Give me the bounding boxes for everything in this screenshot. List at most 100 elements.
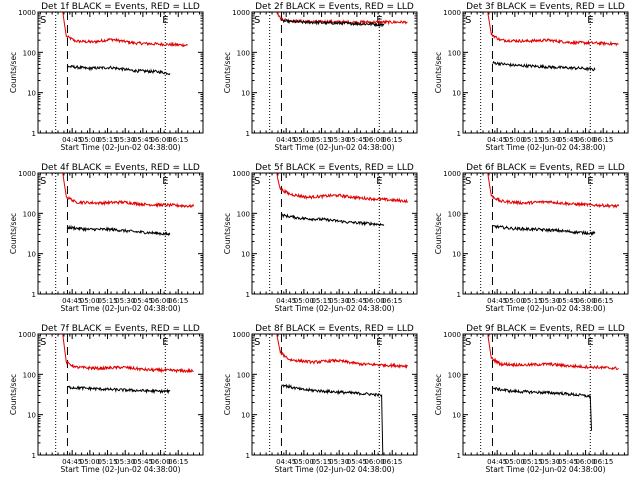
y-tick-label: 100 bbox=[237, 210, 250, 218]
lld-rate-line bbox=[62, 11, 188, 48]
event-rate-line bbox=[281, 18, 385, 28]
x-tick-label: 04:45 bbox=[276, 458, 296, 466]
y-axis-label: Counts/sec bbox=[9, 213, 18, 254]
y-tick-label: 1000 bbox=[443, 331, 461, 339]
x-tick-label: 05:30 bbox=[329, 136, 349, 144]
y-tick-label: 100 bbox=[237, 49, 250, 57]
x-tick-label: 05:45 bbox=[558, 136, 578, 144]
y-tick-label: 1000 bbox=[18, 9, 36, 17]
x-tick-label: 06:15 bbox=[593, 297, 613, 305]
event-rate-line bbox=[281, 383, 384, 456]
end-marker-label: E bbox=[376, 176, 382, 187]
y-tick-label: 1 bbox=[457, 452, 461, 460]
panel-title: Det 9f BLACK = Events, RED = LLD bbox=[466, 324, 625, 334]
y-tick-label: 1 bbox=[32, 130, 36, 138]
event-rate-line bbox=[492, 60, 596, 72]
y-tick-label: 1000 bbox=[18, 170, 36, 178]
panel-title: Det 2f BLACK = Events, RED = LLD bbox=[255, 2, 414, 12]
plot-frame bbox=[251, 172, 418, 295]
x-tick-label: 04:45 bbox=[62, 136, 82, 144]
x-tick-label: 06:15 bbox=[382, 297, 402, 305]
x-axis-label: Start Time (02-Jun-02 04:38:00) bbox=[61, 143, 181, 152]
event-rate-line bbox=[492, 386, 592, 431]
y-tick-label: 10 bbox=[241, 90, 250, 98]
y-axis-label: Counts/sec bbox=[9, 374, 18, 415]
x-tick-label: 06:00 bbox=[150, 136, 170, 144]
start-marker-label: S bbox=[254, 15, 260, 26]
y-tick-label: 1000 bbox=[232, 9, 250, 17]
x-tick-label: 05:00 bbox=[294, 458, 314, 466]
x-tick-label: 05:30 bbox=[540, 136, 560, 144]
event-rate-line bbox=[67, 385, 171, 395]
event-rate-line bbox=[492, 224, 596, 236]
end-marker-label: E bbox=[162, 15, 168, 26]
lld-rate-line bbox=[276, 333, 408, 369]
x-tick-label: 05:00 bbox=[294, 297, 314, 305]
event-rate-line bbox=[67, 224, 171, 237]
end-marker-label: E bbox=[587, 337, 593, 348]
x-tick-label: 06:00 bbox=[575, 458, 595, 466]
x-tick-label: 05:00 bbox=[505, 136, 525, 144]
x-tick-label: 06:15 bbox=[168, 458, 188, 466]
y-axis-label: Counts/sec bbox=[223, 213, 232, 254]
x-axis-label: Start Time (02-Jun-02 04:38:00) bbox=[486, 304, 606, 313]
x-tick-label: 05:15 bbox=[522, 136, 542, 144]
x-axis-label: Start Time (02-Jun-02 04:38:00) bbox=[275, 304, 395, 313]
x-tick-label: 05:30 bbox=[329, 458, 349, 466]
plot-frame bbox=[37, 333, 204, 456]
end-marker-label: E bbox=[376, 337, 382, 348]
x-tick-label: 06:15 bbox=[593, 458, 613, 466]
end-marker-label: E bbox=[162, 176, 168, 187]
lld-rate-line bbox=[62, 172, 195, 209]
x-tick-label: 04:45 bbox=[62, 458, 82, 466]
y-tick-label: 1 bbox=[457, 291, 461, 299]
y-axis-label: Counts/sec bbox=[223, 374, 232, 415]
start-marker-label: S bbox=[40, 176, 46, 187]
x-tick-label: 06:00 bbox=[364, 297, 384, 305]
detector-panel: Det 8f BLACK = Events, RED = LLD 1 10 100 10… bbox=[223, 324, 418, 474]
end-marker-label: E bbox=[587, 15, 593, 26]
panel-title: Det 5f BLACK = Events, RED = LLD bbox=[255, 163, 414, 173]
detector-panel: Det 7f BLACK = Events, RED = LLD 1 10 100 10… bbox=[9, 324, 204, 474]
panel-title: Det 3f BLACK = Events, RED = LLD bbox=[466, 2, 625, 12]
panel-title: Det 4f BLACK = Events, RED = LLD bbox=[41, 163, 200, 173]
x-tick-label: 05:00 bbox=[294, 136, 314, 144]
detector-panel: Det 9f BLACK = Events, RED = LLD 1 10 100 10… bbox=[434, 324, 629, 474]
x-tick-label: 05:00 bbox=[80, 297, 100, 305]
x-tick-label: 05:30 bbox=[115, 458, 135, 466]
x-tick-label: 06:15 bbox=[168, 297, 188, 305]
y-tick-label: 100 bbox=[23, 49, 36, 57]
x-tick-label: 05:15 bbox=[311, 458, 331, 466]
event-rate-line bbox=[281, 213, 385, 227]
x-tick-label: 06:00 bbox=[150, 297, 170, 305]
x-tick-label: 06:00 bbox=[575, 136, 595, 144]
detector-panel: Det 4f BLACK = Events, RED = LLD 1 10 100 10… bbox=[9, 163, 204, 313]
x-tick-label: 05:15 bbox=[97, 458, 117, 466]
x-tick-label: 04:45 bbox=[276, 297, 296, 305]
y-tick-label: 100 bbox=[448, 371, 461, 379]
y-tick-label: 10 bbox=[452, 90, 461, 98]
y-tick-label: 1000 bbox=[232, 331, 250, 339]
detector-panel: Det 5f BLACK = Events, RED = LLD 1 10 100 10… bbox=[223, 163, 418, 313]
x-tick-label: 06:00 bbox=[150, 458, 170, 466]
x-tick-label: 06:15 bbox=[168, 136, 188, 144]
x-tick-label: 04:45 bbox=[276, 136, 296, 144]
panel-title: Det 6f BLACK = Events, RED = LLD bbox=[466, 163, 625, 173]
x-tick-label: 05:00 bbox=[505, 458, 525, 466]
x-tick-label: 05:15 bbox=[522, 458, 542, 466]
x-tick-label: 05:30 bbox=[540, 458, 560, 466]
y-tick-label: 1 bbox=[32, 291, 36, 299]
y-tick-label: 100 bbox=[237, 371, 250, 379]
y-tick-label: 1 bbox=[32, 452, 36, 460]
y-tick-label: 1000 bbox=[443, 9, 461, 17]
x-axis-label: Start Time (02-Jun-02 04:38:00) bbox=[61, 304, 181, 313]
x-tick-label: 05:45 bbox=[133, 458, 153, 466]
x-axis-label: Start Time (02-Jun-02 04:38:00) bbox=[486, 465, 606, 474]
plot-frame bbox=[462, 333, 629, 456]
x-axis-label: Start Time (02-Jun-02 04:38:00) bbox=[486, 143, 606, 152]
y-tick-label: 10 bbox=[241, 412, 250, 420]
x-tick-label: 05:15 bbox=[97, 297, 117, 305]
x-tick-label: 06:15 bbox=[382, 458, 402, 466]
y-axis-label: Counts/sec bbox=[9, 52, 18, 93]
